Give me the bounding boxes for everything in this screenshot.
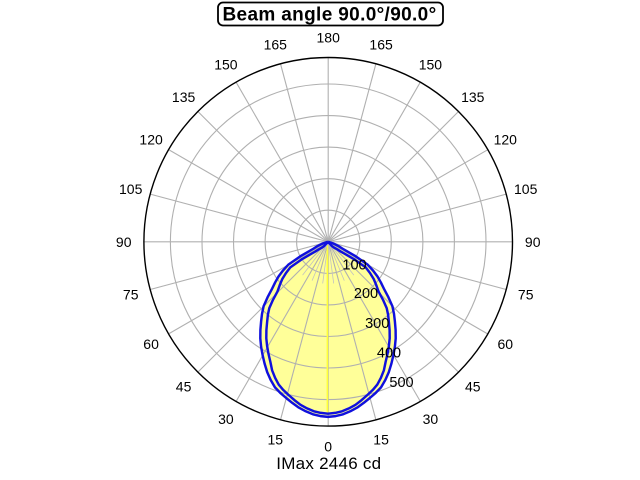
svg-text:105: 105 [514,181,538,197]
svg-text:45: 45 [176,378,192,394]
svg-text:150: 150 [214,57,238,73]
svg-text:300: 300 [365,316,389,332]
svg-text:IMax 2446 cd: IMax 2446 cd [276,454,381,473]
svg-text:135: 135 [172,89,196,105]
svg-text:120: 120 [139,132,163,148]
svg-text:165: 165 [369,36,393,52]
svg-text:135: 135 [461,89,485,105]
svg-text:500: 500 [389,375,413,391]
svg-text:60: 60 [498,336,514,352]
svg-text:45: 45 [465,378,481,394]
svg-text:Beam angle 90.0°/90.0°: Beam angle 90.0°/90.0° [222,4,436,25]
svg-text:75: 75 [518,287,534,303]
svg-text:30: 30 [423,411,439,427]
svg-text:60: 60 [143,336,159,352]
svg-text:90: 90 [116,234,132,250]
svg-text:75: 75 [123,287,139,303]
svg-text:100: 100 [342,258,366,274]
svg-text:120: 120 [494,132,518,148]
svg-text:15: 15 [268,431,284,447]
svg-text:165: 165 [264,36,288,52]
svg-text:105: 105 [119,181,143,197]
svg-text:0: 0 [324,438,332,454]
svg-text:150: 150 [419,57,443,73]
svg-text:400: 400 [377,346,401,362]
svg-text:180: 180 [317,29,341,45]
svg-text:15: 15 [373,431,389,447]
svg-text:90: 90 [525,234,541,250]
svg-text:30: 30 [218,411,234,427]
svg-text:200: 200 [354,286,378,302]
